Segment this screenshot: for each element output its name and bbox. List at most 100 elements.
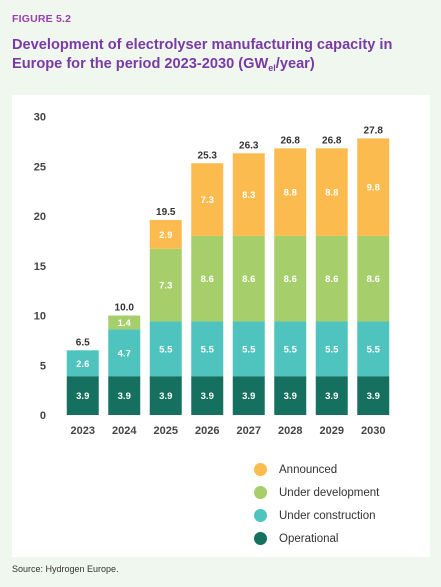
legend-swatch	[254, 463, 267, 476]
data-label: 3.9	[325, 391, 338, 402]
data-label: 3.9	[201, 391, 214, 402]
data-label: 5.5	[159, 344, 173, 355]
data-label: 8.6	[201, 274, 214, 285]
legend-swatch	[254, 486, 267, 499]
bar-segment	[191, 321, 224, 377]
bar-segment	[191, 235, 224, 322]
y-tick-label: 25	[34, 161, 46, 173]
data-label: 5.5	[367, 344, 381, 355]
data-label: 8.6	[284, 274, 297, 285]
total-label: 10.0	[115, 303, 135, 314]
data-label: 5.5	[325, 344, 339, 355]
bar-segment	[315, 321, 348, 377]
data-label: 2.9	[159, 230, 172, 241]
x-tick-label: 2028	[278, 425, 302, 437]
total-label: 26.3	[239, 140, 259, 151]
total-label: 26.8	[281, 135, 301, 146]
figure-label: FIGURE 5.2	[12, 13, 72, 25]
y-tick-label: 10	[34, 311, 46, 323]
source-note: Source: Hydrogen Europe.	[12, 564, 119, 574]
y-tick-label: 5	[40, 360, 46, 372]
bar-segment	[315, 376, 348, 415]
bar-segment	[66, 350, 99, 377]
y-tick-label: 20	[34, 211, 46, 223]
data-label: 5.5	[242, 344, 256, 355]
title-main: Development of electrolyser manufacturin…	[12, 37, 393, 72]
bar-segment	[357, 321, 390, 377]
bar-segment	[149, 321, 182, 377]
x-tick-label: 2024	[112, 425, 137, 437]
bar-segment	[191, 163, 224, 236]
bar-segment	[232, 235, 265, 322]
data-label: 7.3	[159, 281, 172, 292]
bar-segment	[357, 376, 390, 415]
total-label: 27.8	[364, 125, 384, 136]
bar-segment	[108, 329, 141, 377]
legend: Announced Under development Under constr…	[254, 458, 379, 550]
x-tick-label: 2023	[71, 425, 95, 437]
bar-segment	[149, 376, 182, 415]
bar-segment	[149, 219, 182, 249]
data-label: 8.3	[242, 190, 255, 201]
chart-title: Development of electrolyser manufacturin…	[12, 36, 432, 78]
bar-segment	[232, 153, 265, 236]
bar-segment	[357, 235, 390, 322]
title-subscript: el	[268, 63, 276, 73]
bar-segment	[108, 376, 141, 415]
data-label: 8.6	[325, 274, 338, 285]
bar-segment	[232, 376, 265, 415]
bar-segment	[274, 376, 307, 415]
bar-segment	[191, 376, 224, 415]
total-label: 6.5	[76, 337, 90, 348]
legend-item: Operational	[254, 527, 379, 550]
data-label: 3.9	[242, 391, 255, 402]
x-tick-label: 2025	[154, 425, 178, 437]
bar-segment	[315, 148, 348, 236]
legend-label: Under development	[279, 486, 380, 499]
title-end: /year)	[275, 56, 315, 72]
bar-segment	[232, 321, 265, 377]
data-label: 5.5	[201, 344, 215, 355]
legend-label: Operational	[279, 532, 339, 545]
x-tick-label: 2030	[361, 425, 385, 437]
y-tick-label: 30	[34, 112, 46, 124]
bar-segment	[357, 138, 390, 236]
total-label: 25.3	[198, 150, 218, 161]
legend-item: Under development	[254, 481, 379, 504]
bar-segment	[108, 315, 141, 330]
data-label: 8.6	[367, 274, 380, 285]
bar-segment	[66, 376, 99, 415]
data-label: 3.9	[118, 391, 131, 402]
legend-swatch	[254, 532, 267, 545]
data-label: 8.8	[284, 188, 297, 199]
legend-swatch	[254, 509, 267, 522]
bar-chart: 0510152025303.92.66.520233.94.71.410.020…	[34, 112, 390, 437]
data-label: 3.9	[367, 391, 380, 402]
data-label: 8.6	[242, 274, 255, 285]
data-label: 2.6	[76, 359, 89, 370]
data-label: 3.9	[159, 391, 172, 402]
y-tick-label: 0	[40, 410, 46, 422]
bar-segment	[274, 148, 307, 236]
total-label: 19.5	[156, 207, 176, 218]
legend-label: Announced	[279, 463, 338, 476]
data-label: 7.3	[201, 195, 214, 206]
legend-item: Announced	[254, 458, 379, 481]
data-label: 9.8	[367, 183, 380, 194]
bar-segment	[315, 235, 348, 322]
x-tick-label: 2029	[320, 425, 344, 437]
y-tick-label: 15	[34, 261, 46, 273]
total-label: 26.8	[322, 135, 342, 146]
bar-segment	[274, 235, 307, 322]
legend-item: Under construction	[254, 504, 379, 527]
chart-panel: 0 5 10 15 20 25 30 3.9 2.6 6.5 2023 3.9 4.7 1.4 10.0 20…	[12, 95, 430, 557]
legend-label: Under construction	[279, 509, 376, 522]
x-tick-label: 2027	[237, 425, 261, 437]
data-label: 3.9	[284, 391, 297, 402]
bar-segment	[274, 321, 307, 377]
data-label: 8.8	[325, 188, 338, 199]
data-label: 4.7	[118, 348, 131, 359]
data-label: 3.9	[76, 391, 89, 402]
data-label: 1.4	[118, 318, 132, 329]
data-label: 5.5	[284, 344, 298, 355]
